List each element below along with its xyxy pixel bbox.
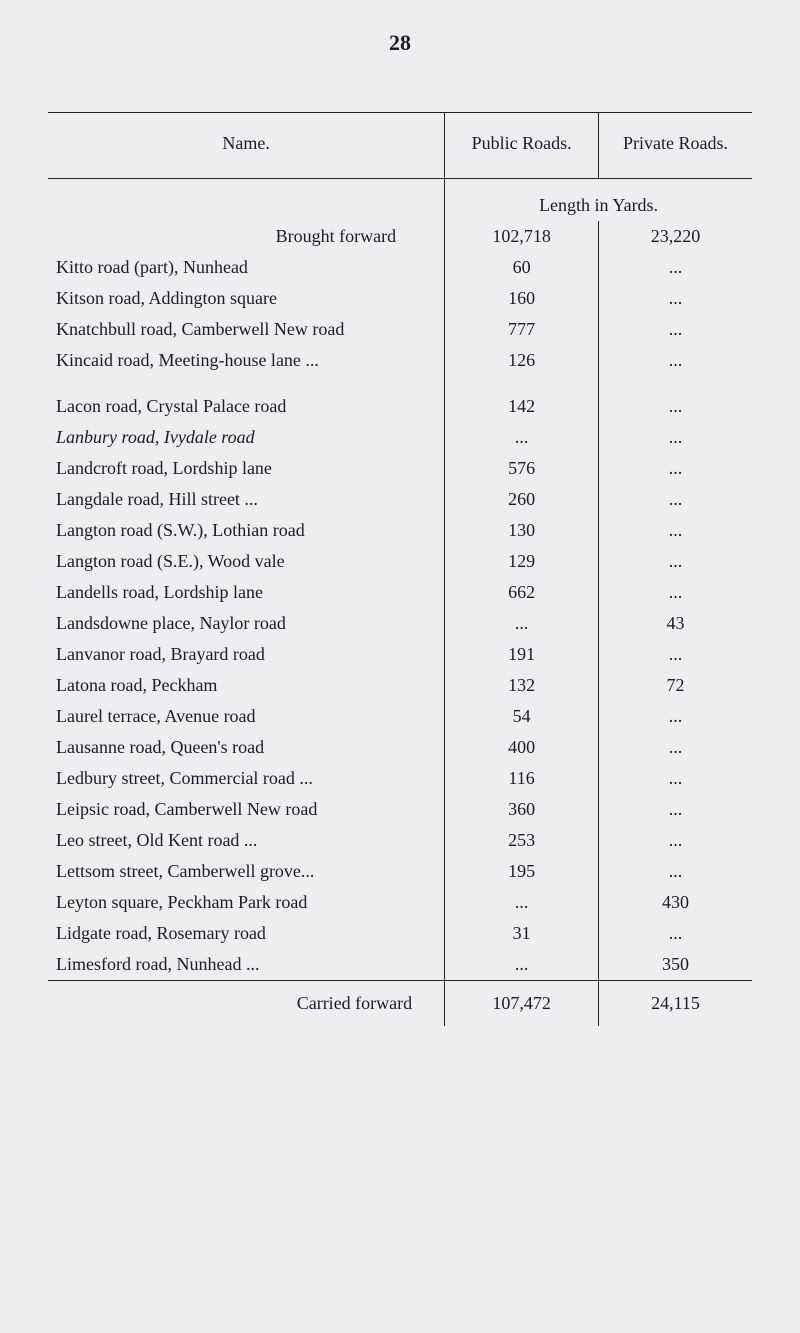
row-public: 191 bbox=[445, 639, 599, 670]
row-public: ... bbox=[445, 422, 599, 453]
row-public: 777 bbox=[445, 314, 599, 345]
row-private: ... bbox=[599, 345, 752, 376]
row-private: ... bbox=[599, 515, 752, 546]
row-public: 662 bbox=[445, 577, 599, 608]
row-private: ... bbox=[599, 639, 752, 670]
row-private: 43 bbox=[599, 608, 752, 639]
row-name: Leyton square, Peckham Park road bbox=[48, 887, 445, 918]
row-name: Latona road, Peckham bbox=[48, 670, 445, 701]
row-private: 430 bbox=[599, 887, 752, 918]
col-header-name: Name. bbox=[48, 113, 445, 179]
row-name: Landsdowne place, Naylor road bbox=[48, 608, 445, 639]
row-public: 160 bbox=[445, 283, 599, 314]
row-private: ... bbox=[599, 314, 752, 345]
row-private: ... bbox=[599, 577, 752, 608]
row-name: Langton road (S.W.), Lothian road bbox=[48, 515, 445, 546]
row-name: Ledbury street, Commercial road ... bbox=[48, 763, 445, 794]
row-private: ... bbox=[599, 484, 752, 515]
row-private: ... bbox=[599, 918, 752, 949]
row-public: ... bbox=[445, 887, 599, 918]
row-public: 54 bbox=[445, 701, 599, 732]
page-number: 28 bbox=[48, 30, 752, 56]
row-public: 253 bbox=[445, 825, 599, 856]
row-private: ... bbox=[599, 453, 752, 484]
row-public: 142 bbox=[445, 376, 599, 422]
row-private: ... bbox=[599, 856, 752, 887]
row-private: ... bbox=[599, 763, 752, 794]
row-name: Lanbury road, Ivydale road bbox=[48, 422, 445, 453]
row-private: 72 bbox=[599, 670, 752, 701]
row-name: Langton road (S.E.), Wood vale bbox=[48, 546, 445, 577]
row-private: ... bbox=[599, 732, 752, 763]
row-public: 116 bbox=[445, 763, 599, 794]
row-name: Knatchbull road, Camberwell New road bbox=[48, 314, 445, 345]
row-name: Kitto road (part), Nunhead bbox=[48, 252, 445, 283]
row-public: 130 bbox=[445, 515, 599, 546]
row-public: 576 bbox=[445, 453, 599, 484]
row-public: 400 bbox=[445, 732, 599, 763]
row-private: ... bbox=[599, 825, 752, 856]
row-private: ... bbox=[599, 283, 752, 314]
col-header-public: Public Roads. bbox=[445, 113, 599, 179]
row-private: ... bbox=[599, 422, 752, 453]
row-name: Lausanne road, Queen's road bbox=[48, 732, 445, 763]
carried-forward-private: 24,115 bbox=[599, 981, 752, 1027]
row-name: Landells road, Lordship lane bbox=[48, 577, 445, 608]
carried-forward-label: Carried forward bbox=[48, 981, 445, 1027]
row-name: Leipsic road, Camberwell New road bbox=[48, 794, 445, 825]
row-name: Leo street, Old Kent road ... bbox=[48, 825, 445, 856]
row-private: ... bbox=[599, 546, 752, 577]
row-name: Langdale road, Hill street ... bbox=[48, 484, 445, 515]
length-spacer bbox=[48, 179, 445, 222]
row-name: Limesford road, Nunhead ... bbox=[48, 949, 445, 981]
row-public: ... bbox=[445, 949, 599, 981]
row-private: 350 bbox=[599, 949, 752, 981]
row-public: 102,718 bbox=[445, 221, 599, 252]
carried-forward-public: 107,472 bbox=[445, 981, 599, 1027]
length-label: Length in Yards. bbox=[445, 179, 752, 222]
row-public: 132 bbox=[445, 670, 599, 701]
row-name: Brought forward bbox=[48, 221, 445, 252]
row-public: 129 bbox=[445, 546, 599, 577]
row-name: Lacon road, Crystal Palace road bbox=[48, 376, 445, 422]
row-public: 60 bbox=[445, 252, 599, 283]
row-private: 23,220 bbox=[599, 221, 752, 252]
row-public: ... bbox=[445, 608, 599, 639]
row-public: 31 bbox=[445, 918, 599, 949]
col-header-private: Private Roads. bbox=[599, 113, 752, 179]
row-name: Landcroft road, Lordship lane bbox=[48, 453, 445, 484]
row-private: ... bbox=[599, 701, 752, 732]
row-private: ... bbox=[599, 376, 752, 422]
row-name: Lettsom street, Camberwell grove... bbox=[48, 856, 445, 887]
row-public: 195 bbox=[445, 856, 599, 887]
row-name: Lidgate road, Rosemary road bbox=[48, 918, 445, 949]
row-private: ... bbox=[599, 794, 752, 825]
row-name: Kincaid road, Meeting-house lane ... bbox=[48, 345, 445, 376]
row-name: Lanvanor road, Brayard road bbox=[48, 639, 445, 670]
roads-table: Name. Public Roads. Private Roads. Lengt… bbox=[48, 112, 752, 1026]
row-public: 260 bbox=[445, 484, 599, 515]
row-public: 126 bbox=[445, 345, 599, 376]
row-public: 360 bbox=[445, 794, 599, 825]
row-name: Laurel terrace, Avenue road bbox=[48, 701, 445, 732]
row-name: Kitson road, Addington square bbox=[48, 283, 445, 314]
row-private: ... bbox=[599, 252, 752, 283]
